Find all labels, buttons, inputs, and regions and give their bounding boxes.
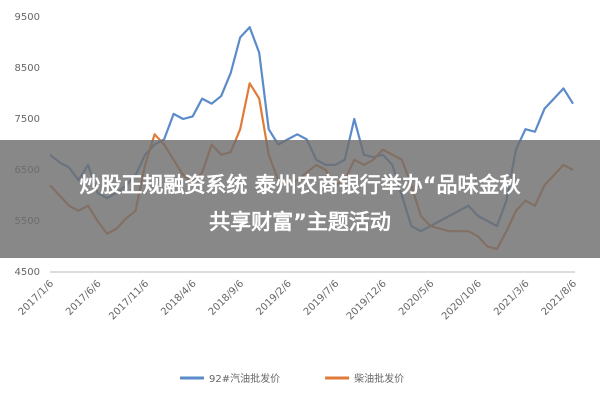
y-tick-label: 9500 xyxy=(15,12,40,23)
x-tick-label: 2020/10/6 xyxy=(440,278,484,322)
banner xyxy=(0,140,600,258)
x-tick-label: 2021/3/6 xyxy=(492,278,532,318)
x-tick-label: 2021/8/6 xyxy=(540,278,580,318)
x-tick-label: 2017/11/6 xyxy=(107,278,151,322)
y-tick-label: 7500 xyxy=(15,114,40,125)
banner-text: 共享财富”主题活动 xyxy=(209,210,391,234)
x-tick-label: 2018/4/6 xyxy=(159,278,199,318)
legend-label: 92#汽油批发价 xyxy=(209,372,280,385)
x-tick-label: 2019/12/6 xyxy=(345,278,389,322)
y-tick-label: 4500 xyxy=(15,267,40,278)
x-tick-label: 2019/2/6 xyxy=(254,278,294,318)
x-tick-label: 2018/9/6 xyxy=(207,278,247,318)
x-tick-label: 2017/6/6 xyxy=(64,278,104,318)
x-tick-label: 2019/7/6 xyxy=(302,278,342,318)
y-tick-label: 8500 xyxy=(15,63,40,74)
banner-text: 炒股正规融资系统 泰州农商银行举办“品味金秋 xyxy=(79,173,521,197)
legend-label: 柴油批发价 xyxy=(354,372,404,385)
x-tick-label: 2017/1/6 xyxy=(17,278,57,318)
x-tick-label: 2020/5/6 xyxy=(397,278,437,318)
